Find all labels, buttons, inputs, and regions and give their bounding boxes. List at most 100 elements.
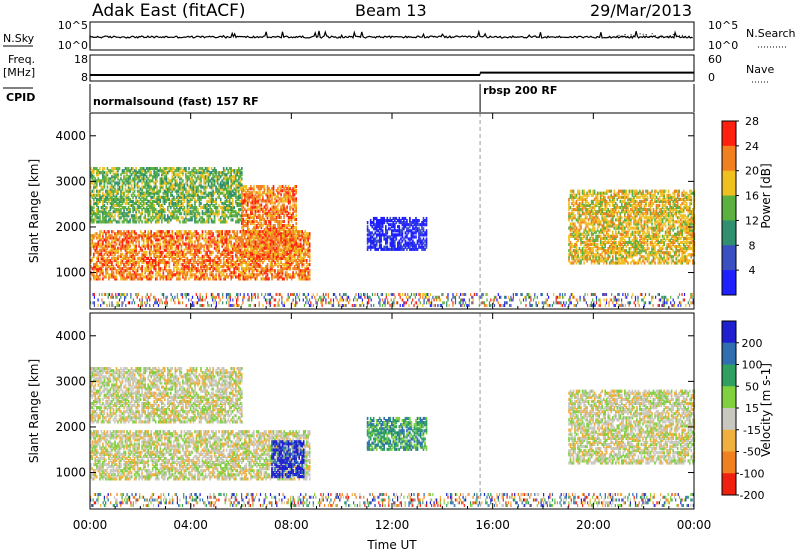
scatter-cell [99, 171, 101, 175]
scatter-cell [209, 232, 211, 236]
scatter-cell [182, 183, 184, 187]
scatter-cell [275, 215, 278, 219]
scatter-cell [102, 265, 104, 269]
scatter-cell [304, 230, 306, 234]
scatter-cell [120, 263, 122, 267]
scatter-cell [383, 245, 385, 249]
scatter-cell [147, 275, 149, 279]
scatter-cell [290, 256, 293, 260]
scatter-cell [174, 197, 177, 201]
scatter-cell [183, 277, 186, 281]
scatter-cell [263, 256, 266, 260]
scatter-cell [156, 263, 158, 267]
scatter-cell [121, 232, 124, 236]
scatter-cell [203, 258, 205, 263]
scatter-cell [295, 271, 297, 275]
scatter-cell [185, 252, 187, 256]
scatter-cell [147, 167, 149, 171]
scatter-cell [99, 214, 101, 218]
scatter-cell [185, 187, 187, 191]
scatter-cell [94, 242, 97, 246]
scatter-cell [254, 240, 257, 244]
scatter-cell [247, 250, 249, 254]
scatter-cell [277, 199, 279, 203]
nsky-right-tick-top: 10^5 [708, 19, 738, 32]
scatter-cell [280, 265, 282, 269]
scatter-cell [197, 277, 199, 281]
scatter-cell [271, 252, 273, 256]
scatter-cell [150, 256, 152, 260]
scatter-cell [227, 275, 229, 279]
scatter-cell [135, 275, 137, 279]
scatter-cell [124, 269, 127, 273]
scatter-cell [93, 193, 95, 197]
scatter-cell [200, 267, 202, 271]
scatter-cell [245, 273, 248, 277]
scatter-cell [260, 248, 263, 252]
nsearch-point [630, 34, 632, 36]
scatter-cell [235, 250, 237, 254]
scatter-cell [248, 187, 251, 191]
scatter-cell [177, 277, 180, 281]
scatter-cell [251, 265, 254, 269]
scatter-cell [219, 171, 222, 175]
scatter-cell [168, 210, 171, 214]
scatter-cell [124, 265, 127, 269]
scatter-cell [167, 244, 169, 248]
scatter-cell [247, 189, 249, 193]
scatter-cell [120, 234, 122, 238]
scatter-cell [224, 263, 226, 267]
scatter-cell [203, 169, 205, 173]
scatter-cell [148, 250, 151, 254]
scatter-cell [299, 242, 302, 246]
scatter-cell [204, 234, 207, 238]
scatter-cell [179, 230, 181, 234]
scatter-cell [194, 189, 196, 193]
scatter-cell [186, 236, 189, 240]
scatter-cell [225, 230, 228, 234]
scatter-cell [219, 236, 222, 240]
scatter-cell [263, 228, 266, 232]
scatter-cell [218, 234, 220, 238]
scatter-cell [188, 232, 190, 236]
scatter-cell [144, 250, 146, 254]
scatter-cell [292, 211, 294, 215]
nsearch-point [618, 34, 620, 36]
scatter-cell [153, 181, 155, 185]
scatter-cell [216, 195, 219, 199]
scatter-cell [145, 218, 148, 222]
scatter-cell [144, 271, 146, 275]
scatter-cell [225, 242, 228, 246]
scatter-cell [377, 233, 379, 237]
nsearch-point [642, 33, 644, 35]
scatter-cell [195, 214, 198, 218]
scatter-cell [123, 246, 125, 250]
freq-label: Freq. [8, 53, 35, 66]
nsearch-point [684, 36, 686, 38]
scatter-cell [174, 242, 177, 246]
scatter-cell [151, 250, 154, 254]
scatter-cell [194, 265, 196, 269]
scatter-cell [235, 199, 237, 203]
scatter-cell [203, 175, 205, 179]
scatter-cell [145, 195, 148, 199]
scatter-cell [239, 260, 242, 265]
scatter-cell [164, 240, 166, 244]
scatter-cell [210, 273, 213, 277]
scatter-cell [167, 171, 169, 175]
scatter-cell [150, 246, 152, 250]
scatter-cell [151, 167, 154, 171]
scatter-cell [275, 246, 278, 250]
scatter-cell [209, 171, 211, 175]
scatter-cell [106, 269, 109, 273]
scatter-cell [224, 230, 226, 234]
scatter-cell [138, 189, 140, 193]
scatter-cell [180, 267, 183, 271]
scatter-cell [278, 185, 281, 189]
scatter-cell [259, 244, 261, 248]
scatter-cell [106, 236, 109, 240]
scatter-cell [115, 258, 118, 263]
scatter-cell [188, 263, 190, 267]
scatter-cell [212, 240, 214, 244]
scatter-cell [121, 252, 124, 256]
